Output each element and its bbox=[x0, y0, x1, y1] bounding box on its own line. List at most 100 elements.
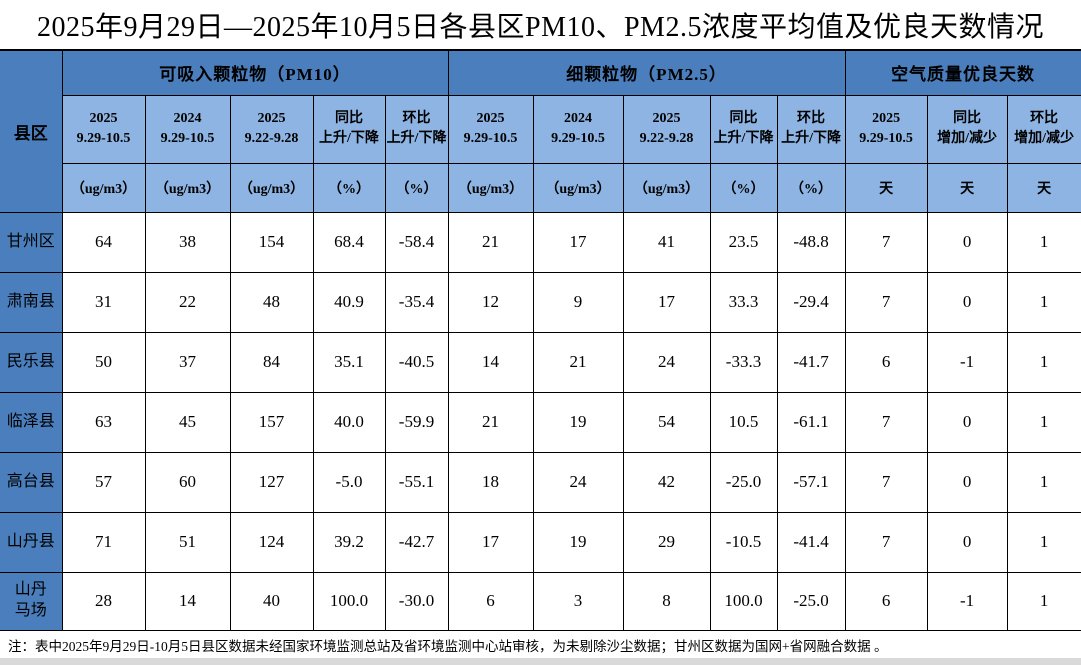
cell: -41.7 bbox=[776, 331, 846, 393]
column-header: 2024 9.29-10.5 bbox=[144, 94, 231, 164]
cell: 7 bbox=[844, 391, 928, 453]
cell: 45 bbox=[144, 391, 231, 453]
cell: 100.0 bbox=[312, 571, 386, 631]
footnote: 注：表中2025年9月29日-10月5日县区数据未经国家环境监测总站及省环境监测… bbox=[8, 638, 888, 654]
column-unit: （ug/m3） bbox=[229, 162, 314, 213]
cell: 7 bbox=[844, 211, 928, 273]
column-header: 环比 增加/减少 bbox=[1006, 94, 1081, 164]
cell: 60 bbox=[144, 451, 231, 513]
cell: 18 bbox=[447, 451, 534, 513]
column-header: 同比 增加/减少 bbox=[926, 94, 1008, 164]
cell: 19 bbox=[532, 511, 624, 573]
column-unit: （ug/m3） bbox=[62, 162, 146, 213]
cell: 40.9 bbox=[312, 271, 386, 333]
column-header: 2025 9.29-10.5 bbox=[447, 94, 534, 164]
cell: 35.1 bbox=[312, 331, 386, 393]
cell: 57 bbox=[61, 451, 146, 513]
column-unit: （%） bbox=[776, 162, 846, 213]
group-header-good-days: 空气质量优良天数 bbox=[844, 49, 1081, 96]
column-header: 环比 上升/下降 bbox=[384, 94, 449, 164]
cell: 1 bbox=[1006, 571, 1081, 631]
column-unit: （ug/m3） bbox=[447, 162, 534, 213]
cell: 10.5 bbox=[709, 391, 778, 453]
cell: 6 bbox=[447, 571, 534, 631]
column-header: 同比 上升/下降 bbox=[312, 94, 386, 164]
cell: 0 bbox=[926, 451, 1008, 513]
cell: 6 bbox=[844, 571, 928, 631]
column-unit: （ug/m3） bbox=[622, 162, 711, 213]
cell: -25.0 bbox=[776, 571, 846, 631]
cell: 1 bbox=[1006, 331, 1081, 393]
cell: 21 bbox=[447, 391, 534, 453]
cell: 33.3 bbox=[709, 271, 778, 333]
row-header-county: 肃南县 bbox=[0, 271, 63, 333]
row-header-county: 山丹 马场 bbox=[0, 571, 63, 631]
column-header: 同比 上升/下降 bbox=[709, 94, 778, 164]
cell: 23.5 bbox=[709, 211, 778, 273]
cell: 28 bbox=[61, 571, 146, 631]
cell: 0 bbox=[926, 271, 1008, 333]
column-header-county: 县区 bbox=[0, 49, 63, 213]
table-row: 民乐县 50 37 84 35.1 -40.5 14 21 24 -33.3 -41.7 6 -1 1 bbox=[0, 331, 1081, 393]
cell: 1 bbox=[1006, 451, 1081, 513]
cell: 84 bbox=[229, 331, 314, 393]
cell: -33.3 bbox=[709, 331, 778, 393]
table-row: 高台县 57 60 127 -5.0 -55.1 18 24 42 -25.0 -57.1 7 0 1 bbox=[0, 451, 1081, 513]
cell: -5.0 bbox=[312, 451, 386, 513]
table-row: 甘州区 64 38 154 68.4 -58.4 21 17 41 23.5 -48.8 7 0 1 bbox=[0, 211, 1081, 273]
cell: 7 bbox=[844, 511, 928, 573]
row-header-county: 高台县 bbox=[0, 451, 63, 513]
cell: 17 bbox=[447, 511, 534, 573]
unit-row: （ug/m3） （ug/m3） （ug/m3） （%） （%） （ug/m3） （ug/m3… bbox=[0, 162, 1081, 213]
row-header-county: 临泽县 bbox=[0, 391, 63, 453]
cell: -10.5 bbox=[709, 511, 778, 573]
table-header: 县区 可吸入颗粒物（PM10） 细颗粒物（PM2.5） 空气质量优良天数 202… bbox=[0, 49, 1081, 213]
table-row: 临泽县 63 45 157 40.0 -59.9 21 19 54 10.5 -61.1 7 0 1 bbox=[0, 391, 1081, 453]
cell: 124 bbox=[229, 511, 314, 573]
cell: 1 bbox=[1006, 391, 1081, 453]
cell: 100.0 bbox=[709, 571, 778, 631]
cell: 41 bbox=[622, 211, 711, 273]
cell: -35.4 bbox=[384, 271, 449, 333]
cell: -61.1 bbox=[776, 391, 846, 453]
cell: 24 bbox=[622, 331, 711, 393]
cell: -25.0 bbox=[709, 451, 778, 513]
pm-data-table: 县区 可吸入颗粒物（PM10） 细颗粒物（PM2.5） 空气质量优良天数 202… bbox=[0, 49, 1081, 631]
cell: 39.2 bbox=[312, 511, 386, 573]
cell: 71 bbox=[61, 511, 146, 573]
column-unit: （%） bbox=[312, 162, 386, 213]
column-unit: （%） bbox=[384, 162, 449, 213]
column-header: 2025 9.22-9.28 bbox=[229, 94, 314, 164]
cell: 1 bbox=[1006, 211, 1081, 273]
cell: 17 bbox=[532, 211, 624, 273]
cell: 154 bbox=[229, 211, 314, 273]
group-header-row: 县区 可吸入颗粒物（PM10） 细颗粒物（PM2.5） 空气质量优良天数 bbox=[0, 49, 1081, 213]
column-header: 2025 9.29-10.5 bbox=[844, 94, 928, 164]
column-header: 2025 9.22-9.28 bbox=[622, 94, 711, 164]
cell: -58.4 bbox=[384, 211, 449, 273]
table-row: 肃南县 31 22 48 40.9 -35.4 12 9 17 33.3 -29.4 7 0 1 bbox=[0, 271, 1081, 333]
cell: 50 bbox=[61, 331, 146, 393]
cell: 37 bbox=[144, 331, 231, 393]
cell: 29 bbox=[622, 511, 711, 573]
cell: 38 bbox=[144, 211, 231, 273]
cell: 0 bbox=[926, 391, 1008, 453]
cell: 19 bbox=[532, 391, 624, 453]
cell: 40 bbox=[229, 571, 314, 631]
group-header-pm10: 可吸入颗粒物（PM10） bbox=[61, 49, 449, 96]
row-header-county: 山丹县 bbox=[0, 511, 63, 573]
cell: 24 bbox=[532, 451, 624, 513]
cell: 21 bbox=[447, 211, 534, 273]
column-unit: （ug/m3） bbox=[144, 162, 231, 213]
column-unit: （%） bbox=[709, 162, 778, 213]
cell: 1 bbox=[1006, 271, 1081, 333]
cell: 21 bbox=[532, 331, 624, 393]
cell: -48.8 bbox=[776, 211, 846, 273]
table-body: 甘州区 64 38 154 68.4 -58.4 21 17 41 23.5 -48.8 7 0 1 肃南县… bbox=[0, 211, 1081, 631]
row-header-county: 甘州区 bbox=[0, 211, 63, 273]
cell: 22 bbox=[144, 271, 231, 333]
row-header-county: 民乐县 bbox=[0, 331, 63, 393]
cell: 1 bbox=[1006, 511, 1081, 573]
cell: 0 bbox=[926, 211, 1008, 273]
